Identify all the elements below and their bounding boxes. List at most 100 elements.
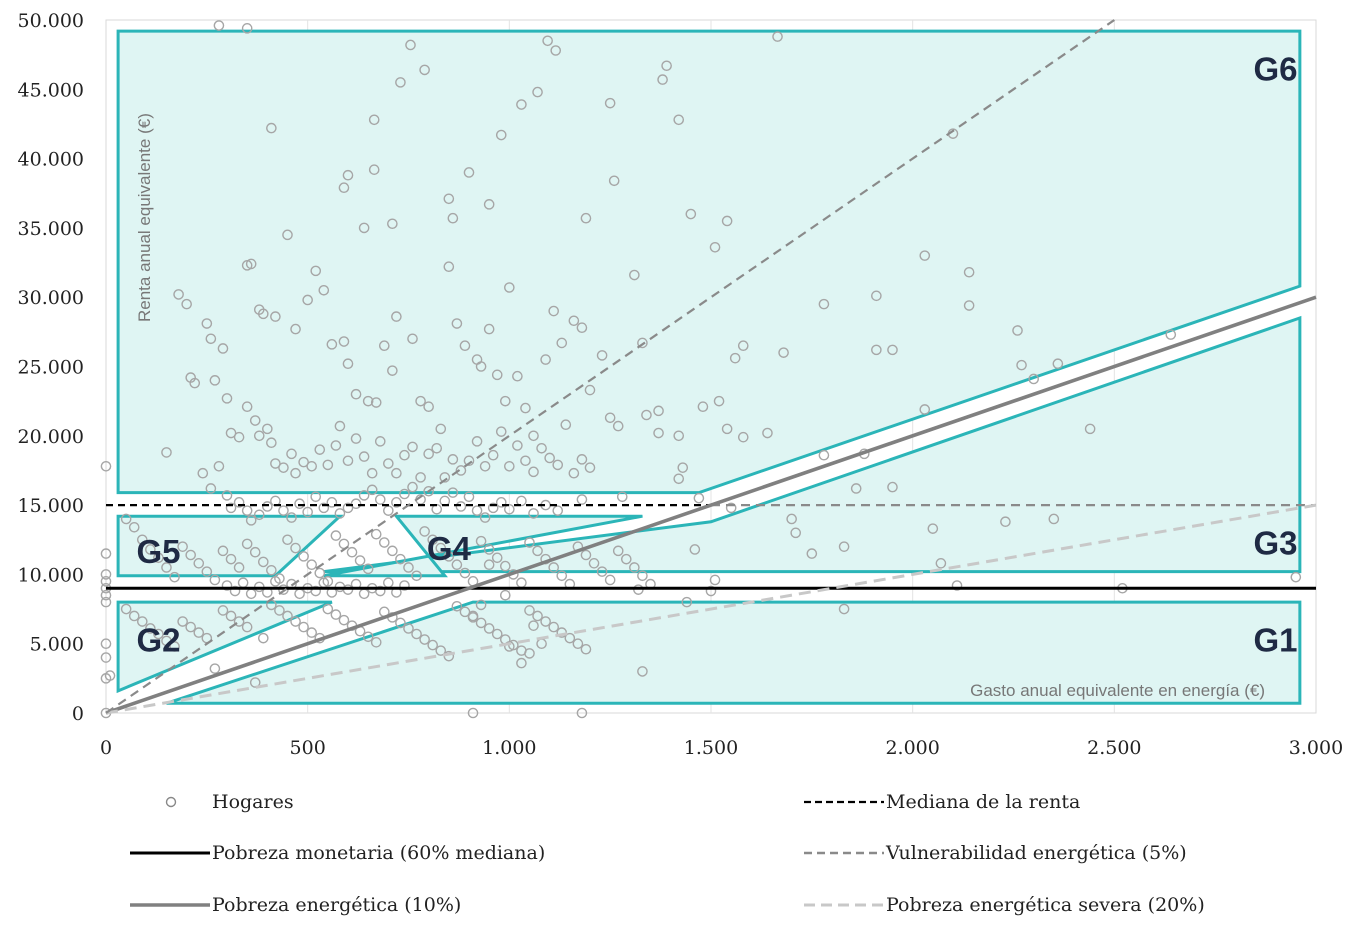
household-point (286, 448, 297, 460)
household-point (516, 657, 527, 669)
x-tick-label: 2.500 (1087, 737, 1141, 759)
household-point (1165, 329, 1177, 340)
household-point (427, 639, 439, 651)
household-point (435, 423, 447, 435)
household-point (637, 666, 648, 677)
household-point (612, 545, 624, 557)
household-point (193, 558, 205, 569)
y-tick-label: 25.000 (18, 357, 84, 379)
household-point (641, 409, 652, 421)
household-point (689, 544, 701, 555)
household-point (241, 621, 253, 633)
x-tick-label: 500 (290, 737, 326, 759)
household-point (338, 336, 350, 347)
household-point (177, 541, 188, 552)
household-point (241, 505, 253, 516)
household-point (475, 599, 487, 611)
household-point (104, 670, 116, 681)
household-point (455, 465, 467, 476)
household-point (850, 483, 862, 494)
household-point (399, 488, 410, 500)
household-point (483, 559, 495, 570)
household-point (290, 323, 301, 335)
y-tick-label: 30.000 (18, 287, 84, 309)
household-point (411, 570, 422, 582)
legend-label: Pobreza energética severa (20%) (886, 894, 1205, 916)
household-point (298, 456, 309, 468)
household-point (713, 395, 725, 407)
household-point (963, 300, 975, 311)
household-point (499, 395, 511, 407)
household-point (387, 365, 398, 376)
household-point (173, 289, 184, 300)
household-point (221, 580, 233, 591)
household-point (257, 308, 269, 320)
household-point (100, 638, 112, 650)
household-point (532, 610, 543, 622)
household-point (475, 361, 487, 372)
household-point (419, 64, 430, 76)
household-point (568, 467, 580, 479)
household-point (673, 473, 685, 485)
y-tick-label: 5.000 (30, 634, 84, 656)
household-point (225, 502, 237, 514)
household-point (544, 452, 555, 464)
household-point (483, 544, 495, 555)
household-point (871, 344, 882, 356)
household-point (209, 574, 221, 586)
household-point (550, 45, 562, 56)
household-point (399, 580, 410, 591)
household-point (576, 322, 588, 333)
household-point (435, 542, 447, 554)
household-point (443, 193, 455, 205)
household-point (407, 481, 418, 493)
household-point (100, 569, 112, 580)
household-point (225, 427, 237, 439)
legend-label: Mediana de la renta (886, 791, 1080, 813)
household-point (294, 588, 305, 600)
household-point (528, 466, 539, 478)
household-point (512, 440, 523, 451)
household-point (346, 546, 358, 558)
household-point (354, 555, 366, 566)
household-point (471, 436, 483, 447)
household-points (100, 20, 1302, 719)
household-point (838, 603, 850, 615)
household-point (479, 512, 491, 523)
legend-label: Pobreza monetaria (60% mediana) (212, 842, 545, 864)
household-point (467, 707, 479, 719)
household-point (217, 343, 229, 354)
household-point (673, 430, 685, 442)
household-point (298, 551, 309, 562)
household-point (161, 447, 172, 458)
household-point (475, 535, 487, 547)
household-point (209, 375, 221, 386)
household-point (100, 596, 112, 608)
household-point (100, 589, 112, 601)
household-point (338, 182, 350, 194)
household-point (245, 258, 257, 270)
household-point (778, 347, 789, 358)
household-point (241, 538, 253, 550)
household-point (729, 352, 741, 364)
household-point (334, 508, 346, 519)
household-point (463, 455, 475, 467)
household-point (306, 627, 318, 638)
x-axis-title: Gasto anual equivalente en energía (€) (970, 681, 1265, 700)
household-point (455, 501, 467, 512)
y-tick-label: 40.000 (18, 149, 84, 171)
household-point (399, 449, 410, 461)
household-point (391, 497, 402, 508)
household-point (693, 492, 705, 504)
household-point (524, 605, 535, 616)
household-point (681, 596, 693, 608)
household-point (653, 405, 664, 417)
household-point (532, 86, 543, 98)
legend-label: Pobreza energética (10%) (212, 894, 461, 916)
household-point (100, 548, 112, 559)
region-g1 (166, 600, 1302, 705)
household-point (552, 505, 564, 516)
household-point (213, 460, 225, 472)
household-point (145, 544, 156, 555)
household-point (362, 631, 374, 643)
